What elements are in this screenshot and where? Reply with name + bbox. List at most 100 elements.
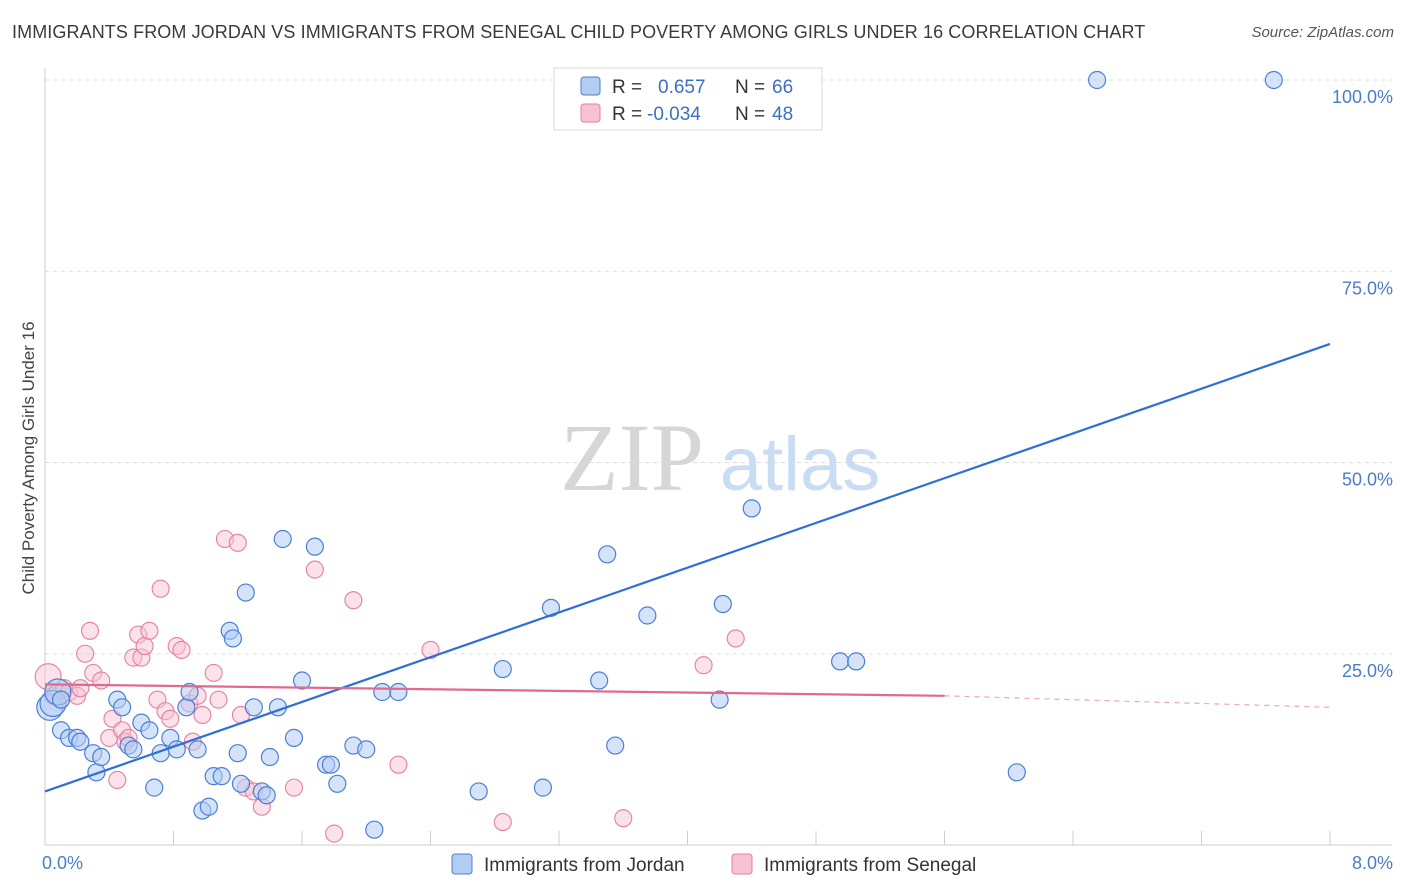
jordan-point-48 [373,682,392,702]
senegal-point-21 [140,621,159,640]
jordan-point-43 [321,755,341,774]
source-label: Source: ZipAtlas.com [1251,24,1394,41]
watermark-zip: ZIP [560,404,704,511]
bottom-legend: Immigrants from Jordan Immigrants from S… [451,853,976,876]
senegal-point-8 [80,621,100,640]
legend-r-label-senegal: R = [612,104,642,125]
jordan-point-3 [51,690,71,709]
senegal-point-45 [421,640,440,659]
jordan-point-12 [112,698,132,717]
jordan-point-51 [493,659,512,679]
legend-r-jordan: 0.657 [658,77,706,98]
x-tick-labels: 0.0% 8.0% [42,853,1393,873]
jordan-point-29 [223,629,243,648]
senegal-point-31 [193,705,212,725]
legend: R = 0.657 N = 66 R = -0.034 N = 48 [553,67,823,131]
x-tick-label-1: 8.0% [1352,853,1393,873]
jordan-points [36,70,1283,839]
jordan-point-63 [1007,763,1026,782]
jordan-point-64 [1087,70,1107,90]
senegal-point-20 [135,637,154,656]
bottom-legend-swatch-senegal [731,853,753,875]
jordan-point-38 [273,529,292,549]
senegal-point-23 [151,579,170,598]
senegal-point-46 [493,812,512,832]
y-axis-label: Child Poverty Among Girls Under 16 [19,321,38,594]
senegal-point-49 [726,629,745,648]
senegal-point-40 [284,778,304,797]
bottom-legend-jordan: Immigrants from Jordan [484,855,685,876]
chart-title: IMMIGRANTS FROM JORDAN VS IMMIGRANTS FRO… [12,22,1146,42]
jordan-point-58 [710,690,729,709]
senegal-trend-extension [944,695,1331,708]
jordan-point-65 [1264,70,1283,90]
y-tick-labels: 25.0% 50.0% 75.0% 100.0% [1332,87,1393,681]
jordan-trend-line [44,342,1331,793]
jordan-point-50 [469,782,488,801]
watermark-atlas: atlas [720,422,881,507]
jordan-point-33 [244,698,263,717]
jordan-point-55 [598,545,617,564]
legend-r-label-jordan: R = [612,77,642,98]
jordan-point-40 [292,671,312,690]
jordan-point-49 [389,682,408,702]
senegal-point-43 [344,591,363,610]
senegal-point-13 [108,770,127,790]
legend-swatch-jordan [580,76,601,96]
watermark: ZIP atlas [560,404,880,511]
jordan-point-57 [638,606,657,625]
bottom-legend-senegal: Immigrants from Senegal [764,855,976,876]
senegal-point-44 [389,755,408,774]
senegal-point-42 [325,824,344,843]
jordan-point-52 [533,778,553,797]
senegal-point-27 [172,640,191,659]
grid-lines [45,79,1392,655]
legend-r-senegal: -0.034 [647,104,701,125]
senegal-point-41 [305,560,324,579]
legend-n-jordan: 66 [772,77,793,98]
jordan-point-54 [590,671,609,690]
jordan-point-10 [92,747,111,767]
legend-n-label-jordan: N = [735,77,765,98]
jordan-point-7 [71,732,90,751]
senegal-point-32 [204,663,223,682]
senegal-point-47 [614,809,633,828]
jordan-point-35 [257,786,276,805]
jordan-point-25 [199,797,218,816]
jordan-point-41 [305,537,324,556]
senegal-point-33 [209,690,228,709]
jordan-point-17 [145,778,164,797]
senegal-point-6 [71,679,90,698]
jordan-point-31 [231,774,251,793]
jordan-point-61 [830,652,850,671]
senegal-point-10 [92,671,111,690]
bottom-legend-swatch-jordan [451,853,473,875]
y-tick-label-0: 25.0% [1342,661,1393,681]
senegal-trend-line [44,683,945,697]
senegal-point-7 [76,644,95,663]
axes [44,68,1392,846]
legend-swatch-senegal [580,103,601,123]
jordan-point-62 [847,652,866,671]
jordan-point-23 [188,740,207,759]
y-tick-label-1: 50.0% [1342,470,1393,490]
legend-n-senegal: 48 [772,104,793,125]
jordan-point-16 [140,721,159,740]
legend-n-label-senegal: N = [735,104,765,125]
jordan-point-22 [180,682,199,702]
x-tick-label-0: 0.0% [42,853,83,873]
jordan-point-46 [357,740,376,759]
jordan-point-32 [236,583,255,602]
jordan-point-30 [228,744,247,763]
jordan-point-56 [606,736,625,755]
jordan-point-47 [365,820,384,839]
jordan-point-14 [124,740,143,759]
jordan-point-44 [328,774,347,793]
y-tick-label-2: 75.0% [1342,278,1393,298]
senegal-point-25 [161,709,180,728]
jordan-point-59 [713,594,732,614]
jordan-point-27 [212,767,231,786]
jordan-point-60 [742,499,761,518]
jordan-point-39 [284,728,304,748]
